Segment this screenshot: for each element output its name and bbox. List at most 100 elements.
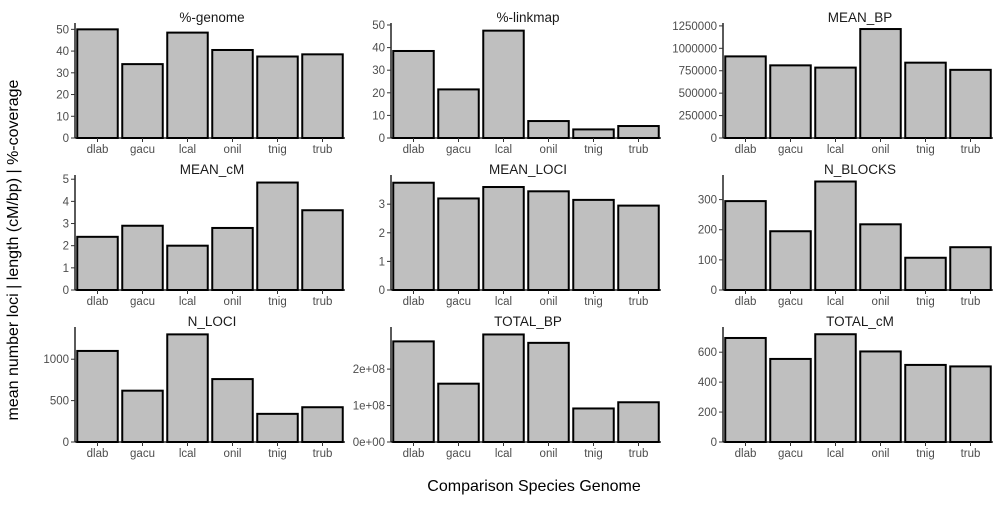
x-tick-label: dlab bbox=[403, 144, 425, 156]
bar bbox=[301, 209, 344, 291]
x-tick-label: lcal bbox=[827, 144, 844, 156]
bar bbox=[256, 55, 299, 140]
x-tick-label: dlab bbox=[735, 296, 757, 308]
bar bbox=[211, 48, 254, 139]
bar bbox=[617, 125, 660, 140]
x-tick-label: tnig bbox=[916, 144, 935, 156]
bar bbox=[617, 401, 660, 443]
x-tick-label: lcal bbox=[179, 448, 196, 460]
facet-panel: MEAN_BP 0 250000 500000 750000 1000000 1250000… bbox=[672, 10, 993, 156]
x-tick-label: onil bbox=[872, 144, 890, 156]
bar bbox=[949, 365, 992, 443]
bar bbox=[814, 66, 857, 139]
x-tick-label: gacu bbox=[130, 144, 155, 156]
bar bbox=[301, 53, 344, 139]
bar bbox=[166, 244, 209, 292]
y-tick-label: 0 bbox=[63, 133, 69, 145]
x-tick-label: gacu bbox=[778, 296, 803, 308]
bar bbox=[572, 198, 615, 291]
bar bbox=[76, 349, 119, 444]
y-tick-label: 0 bbox=[379, 285, 385, 297]
bar bbox=[859, 223, 902, 291]
x-tick-label: trub bbox=[313, 144, 333, 156]
bar bbox=[949, 68, 992, 139]
bar bbox=[392, 340, 435, 444]
y-tick-label: 0 bbox=[63, 285, 69, 297]
panel-title: MEAN_cM bbox=[180, 162, 245, 177]
panel-title: TOTAL_cM bbox=[826, 314, 894, 329]
panel-title: MEAN_BP bbox=[828, 10, 893, 25]
bar bbox=[724, 336, 767, 443]
bar bbox=[392, 49, 435, 140]
bar bbox=[617, 204, 660, 291]
y-tick-label: 100 bbox=[698, 255, 717, 267]
x-tick-label: lcal bbox=[179, 144, 196, 156]
y-tick-label: 200 bbox=[698, 407, 717, 419]
facet-panel: %-genome 0 10 20 30 40 50 dlab gacu lcal onil tnig t… bbox=[56, 10, 345, 156]
x-tick-label: trub bbox=[961, 448, 981, 460]
bar bbox=[769, 64, 812, 139]
bar bbox=[859, 28, 902, 140]
bar bbox=[211, 378, 254, 444]
panel-title: N_BLOCKS bbox=[824, 162, 896, 177]
y-tick-label: 1000000 bbox=[672, 43, 717, 55]
bar bbox=[211, 226, 254, 291]
facet-panel: TOTAL_BP 0e+00 1e+08 2e+08 dlab gacu lcal onil t… bbox=[353, 314, 661, 460]
x-axis-label: Comparison Species Genome bbox=[427, 478, 641, 495]
y-tick-label: 3 bbox=[63, 219, 69, 231]
bar bbox=[814, 333, 857, 443]
bar bbox=[121, 389, 164, 443]
bar bbox=[527, 120, 570, 140]
x-tick-label: gacu bbox=[446, 144, 471, 156]
x-tick-label: onil bbox=[540, 448, 558, 460]
y-tick-label: 200 bbox=[698, 225, 717, 237]
panel-title: MEAN_LOCI bbox=[489, 162, 567, 177]
bar bbox=[572, 128, 615, 140]
facet-panel: MEAN_LOCI 0 1 2 3 dlab gacu lcal onil tnig trub bbox=[379, 162, 661, 308]
y-tick-label: 4 bbox=[63, 196, 70, 208]
y-tick-label: 1 bbox=[63, 263, 69, 275]
y-tick-label: 40 bbox=[372, 43, 385, 55]
bar bbox=[437, 197, 480, 292]
y-tick-label: 1e+08 bbox=[353, 401, 385, 413]
y-tick-label: 30 bbox=[56, 68, 69, 80]
x-tick-label: trub bbox=[313, 296, 333, 308]
x-tick-label: dlab bbox=[87, 296, 109, 308]
panel-title: %-genome bbox=[179, 10, 244, 25]
x-tick-label: onil bbox=[540, 144, 558, 156]
y-tick-label: 3 bbox=[379, 199, 385, 211]
y-tick-label: 300 bbox=[698, 195, 717, 207]
y-tick-label: 50 bbox=[56, 24, 69, 36]
y-tick-label: 10 bbox=[56, 111, 69, 123]
panel-title: %-linkmap bbox=[496, 10, 559, 25]
y-tick-label: 0 bbox=[63, 437, 69, 449]
panel-title: N_LOCI bbox=[188, 314, 237, 329]
bar bbox=[121, 224, 164, 292]
bar bbox=[527, 341, 570, 444]
y-tick-label: 400 bbox=[698, 377, 717, 389]
bar bbox=[121, 63, 164, 139]
x-tick-label: dlab bbox=[735, 448, 757, 460]
bar bbox=[904, 61, 947, 140]
x-tick-label: lcal bbox=[495, 296, 512, 308]
x-tick-label: lcal bbox=[179, 296, 196, 308]
bar bbox=[256, 412, 299, 444]
x-tick-label: gacu bbox=[778, 144, 803, 156]
bar bbox=[392, 181, 435, 291]
x-tick-label: onil bbox=[224, 448, 242, 460]
y-tick-label: 250000 bbox=[679, 111, 717, 123]
y-tick-label: 750000 bbox=[679, 66, 717, 78]
facet-panel: %-linkmap 0 10 20 30 40 50 dlab gacu lcal onil tnig… bbox=[372, 10, 661, 156]
x-tick-label: tnig bbox=[916, 448, 935, 460]
x-tick-label: tnig bbox=[268, 296, 287, 308]
y-tick-label: 0 bbox=[711, 285, 717, 297]
bar bbox=[437, 382, 480, 444]
bar bbox=[769, 357, 812, 443]
x-tick-label: lcal bbox=[495, 448, 512, 460]
x-tick-label: gacu bbox=[130, 296, 155, 308]
bar bbox=[769, 230, 812, 292]
y-tick-label: 0e+00 bbox=[353, 437, 385, 449]
y-tick-label: 0 bbox=[711, 437, 717, 449]
bar bbox=[166, 333, 209, 443]
